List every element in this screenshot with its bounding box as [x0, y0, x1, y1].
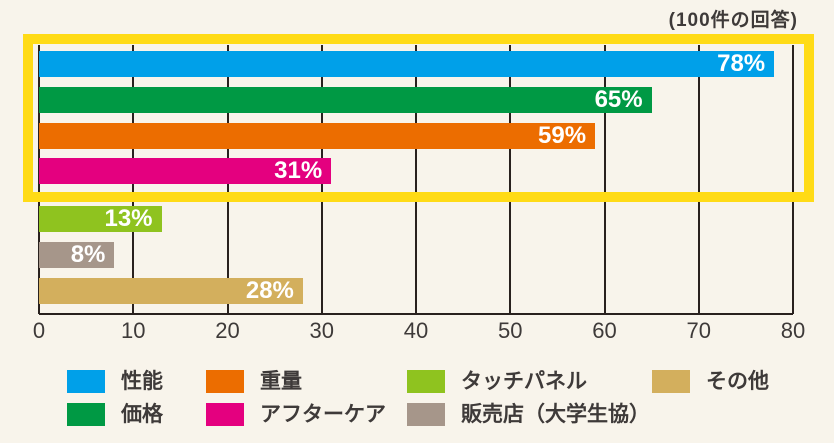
legend-swatch: [407, 370, 445, 393]
x-tick-label-60: 60: [592, 318, 617, 343]
bar-value-label: 59%: [538, 121, 587, 149]
gridline-70: [697, 45, 700, 314]
gridline-60: [603, 45, 606, 314]
legend-label: 重量: [260, 370, 302, 393]
legend-swatch: [67, 403, 105, 426]
bar-value-label: 31%: [274, 157, 323, 184]
bar-value-label: 78%: [717, 50, 766, 77]
legend-swatch: [206, 370, 244, 393]
x-tick-label-20: 20: [215, 318, 240, 343]
bar-value-label: 65%: [594, 86, 643, 113]
bar-タッチパネル: 13%: [39, 206, 162, 232]
bar-アフターケア: 31%: [39, 157, 332, 184]
bar-重量: 59%: [39, 121, 596, 149]
x-tick-label-0: 0: [32, 318, 46, 343]
x-tick-label-30: 30: [309, 318, 334, 343]
x-tick-label-50: 50: [498, 318, 523, 343]
plot-area: 78% 65% 59% 31% 13% 8% 28%: [38, 45, 794, 315]
legend-label: 価格: [121, 403, 163, 426]
legend-label: 販売店（大学生協）: [461, 403, 650, 426]
bar-value-label: 13%: [104, 205, 153, 232]
x-tick-label-80: 80: [780, 318, 806, 343]
bar-value-label: 28%: [245, 277, 294, 304]
legend-item-販売店（大学生協）: 販売店（大学生協）: [407, 403, 650, 426]
legend-item-性能: 性能: [67, 370, 163, 393]
legend-item-重量: 重量: [206, 370, 302, 393]
bar-その他: 28%: [39, 278, 303, 304]
legend-item-その他: その他: [652, 370, 769, 393]
legend-item-価格: 価格: [67, 403, 163, 426]
legend-swatch: [652, 370, 690, 393]
gridline-50: [509, 45, 512, 314]
legend-swatch: [67, 370, 105, 393]
bar-性能: 78%: [39, 50, 775, 77]
x-axis-line: [39, 313, 793, 315]
chart-note: (100件の回答): [668, 10, 798, 31]
bar-販売店（大学生協）: 8%: [39, 241, 115, 268]
legend-label: 性能: [121, 370, 163, 393]
legend-swatch: [206, 403, 244, 426]
legend-label: タッチパネル: [461, 370, 587, 393]
x-tick-label-10: 10: [121, 318, 146, 343]
legend-label: アフターケア: [260, 403, 386, 426]
bar-価格: 65%: [39, 87, 652, 113]
x-tick-label-70: 70: [686, 318, 711, 343]
legend-item-アフターケア: アフターケア: [206, 403, 386, 426]
gridline-80: [792, 45, 794, 314]
legend-item-タッチパネル: タッチパネル: [407, 370, 587, 393]
legend-swatch: [407, 403, 445, 426]
gridline-40: [415, 45, 417, 314]
bar-value-label: 8%: [70, 241, 106, 268]
x-tick-label-40: 40: [403, 318, 429, 343]
legend-label: その他: [706, 370, 769, 393]
